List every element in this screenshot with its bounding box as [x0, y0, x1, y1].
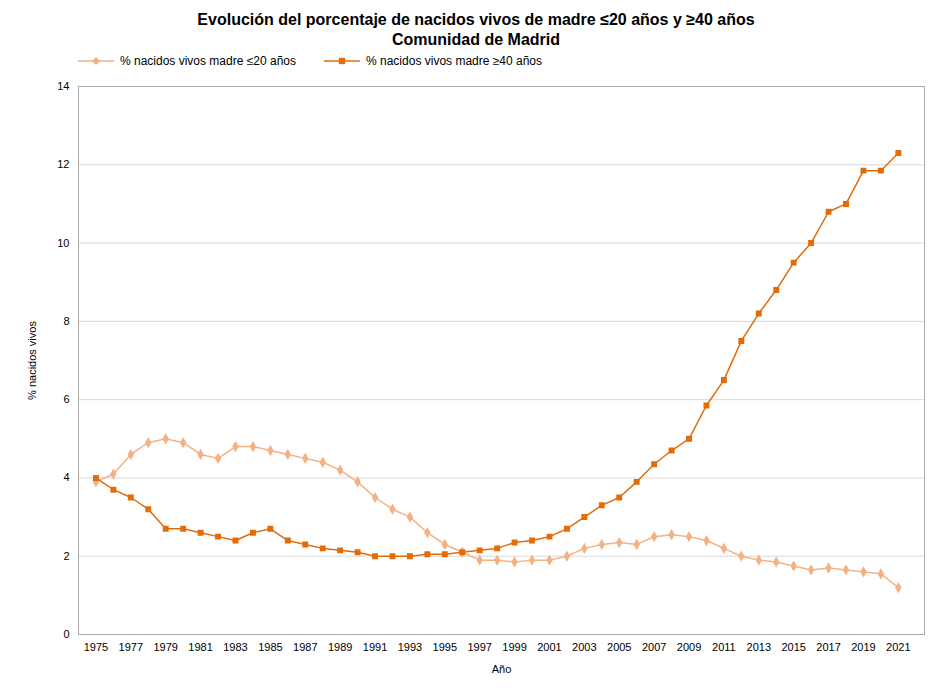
svg-text:1977: 1977	[119, 641, 143, 653]
svg-text:2: 2	[63, 550, 69, 562]
svg-text:2013: 2013	[747, 641, 771, 653]
svg-text:1997: 1997	[467, 641, 491, 653]
svg-text:1979: 1979	[153, 641, 177, 653]
svg-text:Año: Año	[492, 663, 512, 675]
svg-text:1995: 1995	[433, 641, 457, 653]
svg-text:2015: 2015	[781, 641, 805, 653]
svg-text:2009: 2009	[677, 641, 701, 653]
svg-text:2021: 2021	[886, 641, 910, 653]
svg-text:1989: 1989	[328, 641, 352, 653]
svg-text:10: 10	[57, 237, 69, 249]
svg-text:1987: 1987	[293, 641, 317, 653]
svg-text:2003: 2003	[572, 641, 596, 653]
svg-text:8: 8	[63, 315, 69, 327]
svg-text:2019: 2019	[851, 641, 875, 653]
svg-text:2001: 2001	[537, 641, 561, 653]
svg-text:2005: 2005	[607, 641, 631, 653]
svg-text:2011: 2011	[712, 641, 736, 653]
svg-text:1993: 1993	[398, 641, 422, 653]
html-text:Evolución del porcentaje de na: Evolución del porcentaje de nacidos vivo…	[197, 11, 755, 28]
svg-text:4: 4	[63, 471, 69, 483]
svg-text:0: 0	[63, 628, 69, 640]
svg-text:1999: 1999	[502, 641, 526, 653]
html-text:Comunidad de Madrid: Comunidad de Madrid	[392, 31, 560, 48]
svg-text:12: 12	[57, 158, 69, 170]
svg-text:1985: 1985	[258, 641, 282, 653]
svg-text:2017: 2017	[816, 641, 840, 653]
svg-text:% nacidos vivos: % nacidos vivos	[26, 321, 38, 400]
svg-text:14: 14	[57, 80, 69, 92]
svg-text:6: 6	[63, 393, 69, 405]
svg-text:2007: 2007	[642, 641, 666, 653]
svg-text:1991: 1991	[363, 641, 387, 653]
html-text:% nacidos vivos madre ≤20 años: % nacidos vivos madre ≤20 años	[120, 54, 296, 68]
html-text:% nacidos vivos madre ≥40 años: % nacidos vivos madre ≥40 años	[366, 54, 542, 68]
svg-text:1981: 1981	[188, 641, 212, 653]
svg-text:1975: 1975	[84, 641, 108, 653]
svg-text:1983: 1983	[223, 641, 247, 653]
